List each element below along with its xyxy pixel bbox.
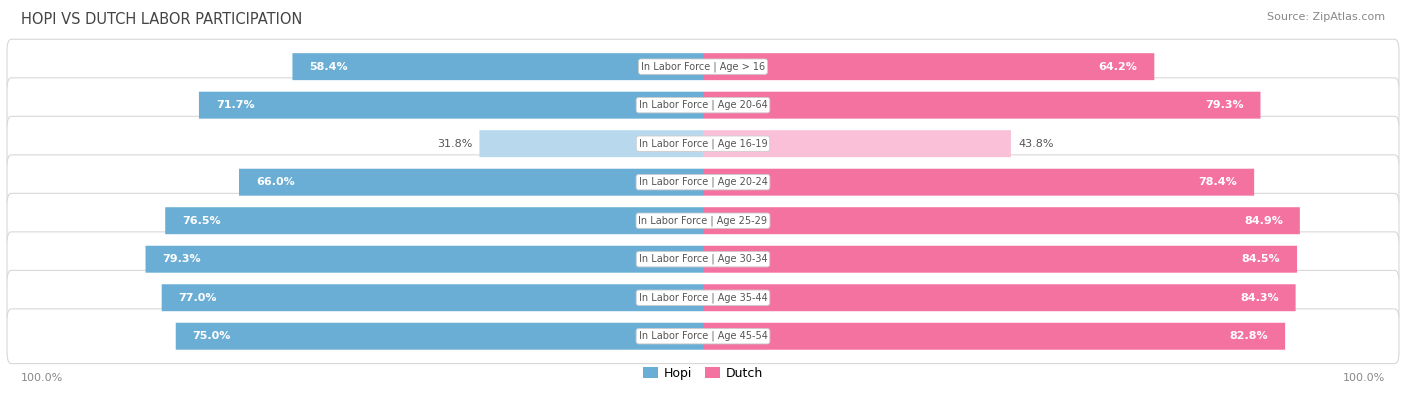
Text: In Labor Force | Age 25-29: In Labor Force | Age 25-29 [638,215,768,226]
Text: In Labor Force | Age 16-19: In Labor Force | Age 16-19 [638,138,768,149]
Text: 78.4%: 78.4% [1198,177,1237,187]
FancyBboxPatch shape [7,309,1399,363]
Text: 100.0%: 100.0% [21,373,63,383]
Text: In Labor Force | Age > 16: In Labor Force | Age > 16 [641,61,765,72]
FancyBboxPatch shape [200,92,703,118]
FancyBboxPatch shape [146,246,703,273]
FancyBboxPatch shape [239,169,703,196]
FancyBboxPatch shape [7,155,1399,209]
FancyBboxPatch shape [166,207,703,234]
FancyBboxPatch shape [703,130,1011,157]
Text: 100.0%: 100.0% [1343,373,1385,383]
Text: In Labor Force | Age 30-34: In Labor Force | Age 30-34 [638,254,768,265]
Text: In Labor Force | Age 45-54: In Labor Force | Age 45-54 [638,331,768,342]
Text: 66.0%: 66.0% [256,177,295,187]
Text: 79.3%: 79.3% [163,254,201,264]
FancyBboxPatch shape [292,53,703,80]
Text: 84.5%: 84.5% [1241,254,1281,264]
FancyBboxPatch shape [703,246,1298,273]
FancyBboxPatch shape [7,78,1399,132]
FancyBboxPatch shape [7,117,1399,171]
Text: 84.3%: 84.3% [1240,293,1279,303]
FancyBboxPatch shape [7,232,1399,286]
Text: 71.7%: 71.7% [217,100,254,110]
FancyBboxPatch shape [703,284,1296,311]
FancyBboxPatch shape [479,130,703,157]
Text: 76.5%: 76.5% [183,216,221,226]
Text: 43.8%: 43.8% [1018,139,1053,149]
Text: In Labor Force | Age 20-24: In Labor Force | Age 20-24 [638,177,768,188]
FancyBboxPatch shape [703,323,1285,350]
Text: In Labor Force | Age 35-44: In Labor Force | Age 35-44 [638,292,768,303]
Text: 84.9%: 84.9% [1244,216,1284,226]
Text: 75.0%: 75.0% [193,331,231,341]
FancyBboxPatch shape [703,53,1154,80]
Text: 58.4%: 58.4% [309,62,347,71]
FancyBboxPatch shape [7,271,1399,325]
FancyBboxPatch shape [7,40,1399,94]
FancyBboxPatch shape [703,169,1254,196]
Text: HOPI VS DUTCH LABOR PARTICIPATION: HOPI VS DUTCH LABOR PARTICIPATION [21,12,302,27]
FancyBboxPatch shape [176,323,703,350]
Text: 82.8%: 82.8% [1230,331,1268,341]
Text: 77.0%: 77.0% [179,293,217,303]
FancyBboxPatch shape [703,92,1261,118]
Text: Source: ZipAtlas.com: Source: ZipAtlas.com [1267,12,1385,22]
FancyBboxPatch shape [7,194,1399,248]
Text: 79.3%: 79.3% [1205,100,1244,110]
Text: In Labor Force | Age 20-64: In Labor Force | Age 20-64 [638,100,768,111]
Legend: Hopi, Dutch: Hopi, Dutch [638,362,768,385]
FancyBboxPatch shape [703,207,1299,234]
Text: 31.8%: 31.8% [437,139,472,149]
FancyBboxPatch shape [162,284,703,311]
Text: 64.2%: 64.2% [1098,62,1137,71]
